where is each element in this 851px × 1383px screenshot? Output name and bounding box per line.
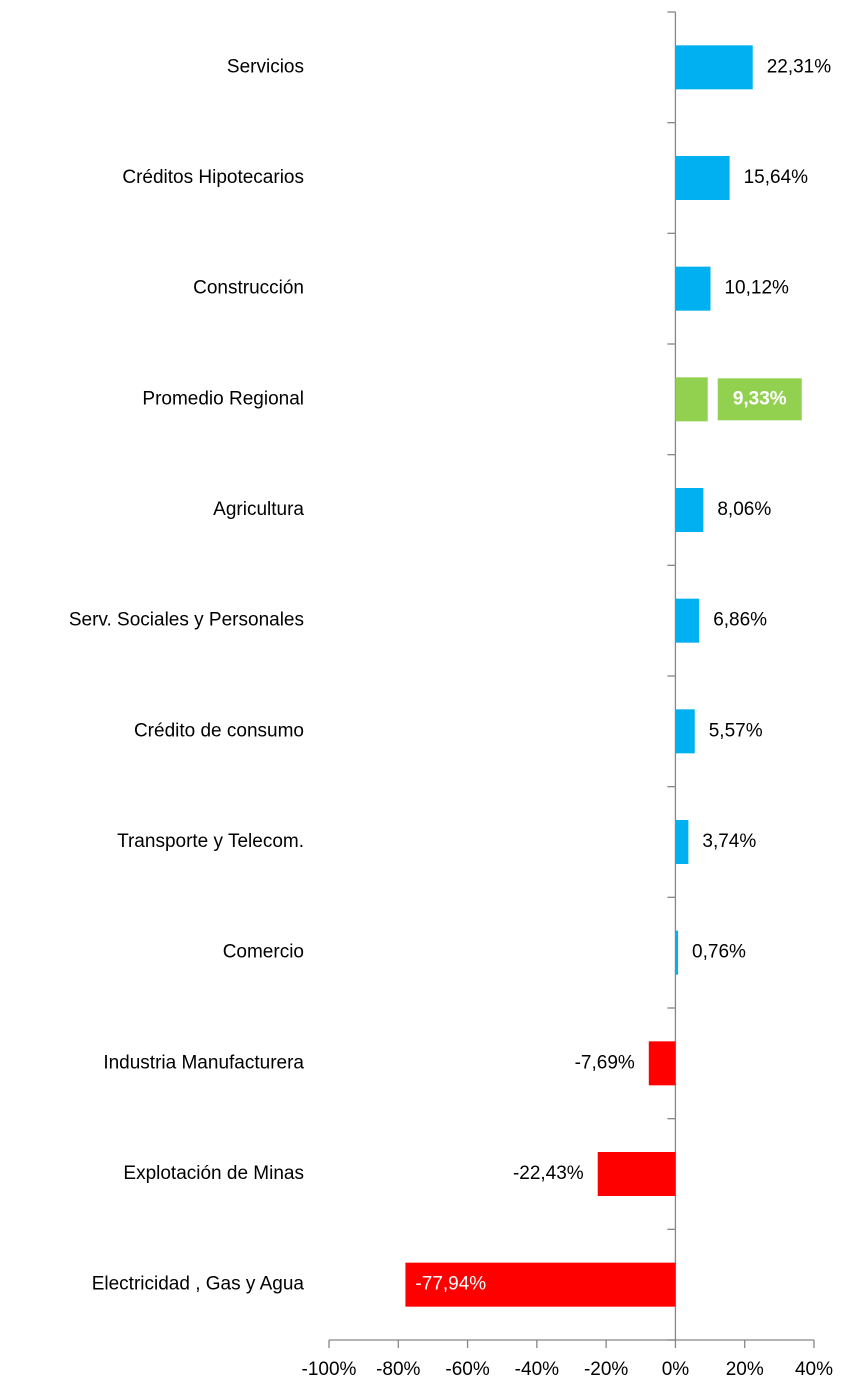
data-label: 5,57%: [709, 720, 763, 741]
data-label: 9,33%: [733, 388, 787, 409]
data-label: 0,76%: [692, 942, 746, 963]
category-label: Explotación de Minas: [123, 1163, 304, 1184]
x-tick-label: -80%: [376, 1359, 420, 1380]
category-label: Promedio Regional: [142, 388, 304, 409]
data-label: 6,86%: [713, 610, 767, 631]
x-tick-label: -40%: [515, 1359, 559, 1380]
x-tick-label: 0%: [662, 1359, 690, 1380]
bar: [675, 45, 753, 90]
category-label: Créditos Hipotecarios: [122, 167, 304, 188]
category-label: Serv. Sociales y Personales: [69, 610, 304, 631]
label-box: [717, 378, 802, 421]
category-label: Electricidad , Gas y Agua: [92, 1274, 305, 1295]
bar: [675, 266, 711, 311]
category-label: Comercio: [223, 942, 304, 963]
category-label: Agricultura: [213, 499, 304, 520]
x-tick-label: 20%: [726, 1359, 764, 1380]
bar: [597, 1152, 676, 1196]
data-label: 10,12%: [724, 278, 789, 299]
data-label: -22,43%: [513, 1163, 584, 1184]
category-label: Transporte y Telecom.: [117, 831, 304, 852]
bar: [675, 156, 730, 200]
bar: [648, 1041, 676, 1086]
bar: [675, 488, 704, 532]
data-label: -7,69%: [575, 1052, 635, 1073]
data-label: 22,31%: [767, 56, 832, 77]
category-label: Industria Manufacturera: [103, 1052, 304, 1073]
data-label: 3,74%: [702, 831, 756, 852]
bar: [405, 1262, 676, 1307]
bar: [675, 820, 689, 864]
category-label: Construcción: [193, 278, 304, 299]
category-label: Servicios: [227, 56, 304, 77]
x-tick-label: -100%: [302, 1359, 357, 1380]
x-tick-label: 40%: [795, 1359, 833, 1380]
bar: [675, 930, 679, 975]
data-label: 15,64%: [744, 167, 809, 188]
bar: [675, 709, 695, 754]
x-tick-label: -60%: [445, 1359, 489, 1380]
data-label: -77,94%: [415, 1274, 486, 1295]
bar: [675, 598, 700, 643]
bar: [675, 377, 708, 422]
data-label: 8,06%: [717, 499, 771, 520]
category-label: Crédito de consumo: [134, 720, 304, 741]
x-tick-label: -20%: [584, 1359, 628, 1380]
